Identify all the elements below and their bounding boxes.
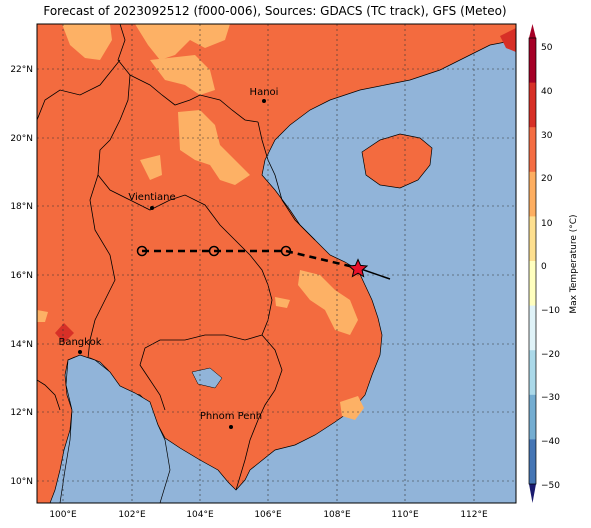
lat-label: 22°N — [10, 65, 33, 75]
cyclone-track — [136, 245, 391, 280]
lon-label: 100°E — [49, 510, 77, 520]
colorbar-segments — [529, 38, 536, 485]
city-label-phnom-penh: Phnom Penh — [200, 411, 262, 422]
city-dot — [262, 99, 266, 103]
hot-region — [500, 28, 516, 52]
colorbar-tick-label: 30 — [541, 131, 553, 141]
colorbar-label: Max Temperature (°C) — [569, 214, 579, 313]
warm-region — [135, 24, 230, 60]
forecast-track-line — [285, 249, 359, 270]
lat-label: 12°N — [10, 408, 33, 418]
city-dot — [150, 206, 154, 210]
colorbar-frame — [528, 37, 537, 485]
hot-region — [55, 323, 74, 343]
warm-region — [37, 310, 48, 322]
colorbar-tick-label: −50 — [541, 481, 560, 491]
warm-region — [298, 270, 358, 335]
city-markers: Hanoi Vientiane Bangkok Phnom Penh — [58, 87, 278, 429]
colorbar-tick-label: 10 — [541, 219, 553, 229]
colorbar-segment — [529, 216, 536, 262]
lat-label: 16°N — [10, 271, 33, 281]
city-label-bangkok: Bangkok — [58, 337, 101, 348]
lon-label: 110°E — [391, 510, 419, 520]
lat-label: 20°N — [10, 134, 33, 144]
map-title: Forecast of 2023092512 (f000-006), Sourc… — [43, 4, 507, 18]
lat-label: 10°N — [10, 477, 33, 487]
longitude-labels: 100°E 102°E 104°E 106°E 108°E 110°E 112°… — [49, 510, 488, 520]
colorbar-segment — [529, 350, 536, 396]
colorbar: 50 40 30 20 10 0 −10 −20 −30 −40 −50 Max… — [528, 24, 579, 503]
colorbar-tick-label: 40 — [541, 87, 553, 97]
city-label-hanoi: Hanoi — [250, 87, 279, 98]
colorbar-tick-label: −30 — [541, 393, 560, 403]
warm-region — [340, 396, 364, 420]
lon-label: 112°E — [460, 510, 488, 520]
lat-label: 18°N — [10, 202, 33, 212]
map-frame — [36, 23, 517, 504]
city-dot — [78, 350, 82, 354]
colorbar-tick-label: 20 — [541, 174, 553, 184]
warm-region — [62, 24, 112, 60]
past-track-line — [357, 267, 391, 280]
city-dot — [229, 425, 233, 429]
track-point-marker — [136, 245, 148, 257]
colorbar-segment — [529, 394, 536, 440]
warm-region — [178, 110, 250, 185]
lon-label: 104°E — [186, 510, 214, 520]
track-point-marker — [208, 245, 220, 257]
colorbar-segment — [529, 439, 536, 485]
lake — [191, 367, 223, 389]
warm-region — [140, 155, 162, 180]
lon-label: 102°E — [118, 510, 146, 520]
colorbar-segment — [529, 261, 536, 307]
colorbar-segment — [529, 171, 536, 217]
warm-region — [275, 297, 290, 308]
colorbar-tick-label: −20 — [541, 350, 560, 360]
latitude-labels: 22°N 20°N 18°N 16°N 14°N 12°N 10°N — [10, 65, 33, 487]
hainan-island — [361, 133, 433, 189]
colorbar-extend-bottom — [529, 484, 536, 503]
colorbar-tick-label: 0 — [541, 262, 547, 272]
colorbar-ticks: 50 40 30 20 10 0 −10 −20 −30 −40 −50 — [541, 43, 560, 491]
colorbar-segment — [529, 127, 536, 173]
colorbar-tick-label: 50 — [541, 43, 553, 53]
lon-label: 108°E — [323, 510, 351, 520]
colorbar-tick-label: −10 — [541, 306, 560, 316]
track-point-marker — [280, 245, 292, 257]
colorbar-segment — [529, 305, 536, 351]
colorbar-segment — [529, 38, 536, 84]
current-position-star-icon — [347, 258, 369, 278]
country-borders — [37, 24, 316, 491]
map-panel: Hanoi Vientiane Bangkok Phnom Penh — [37, 24, 516, 503]
colorbar-tick-label: −40 — [541, 437, 560, 447]
warm-region — [150, 55, 215, 95]
lon-label: 106°E — [254, 510, 282, 520]
city-label-vientiane: Vientiane — [128, 192, 175, 203]
colorbar-extend-top — [529, 24, 536, 38]
lat-label: 14°N — [10, 340, 33, 350]
gulf-of-thailand — [59, 354, 171, 503]
colorbar-segment — [529, 82, 536, 128]
